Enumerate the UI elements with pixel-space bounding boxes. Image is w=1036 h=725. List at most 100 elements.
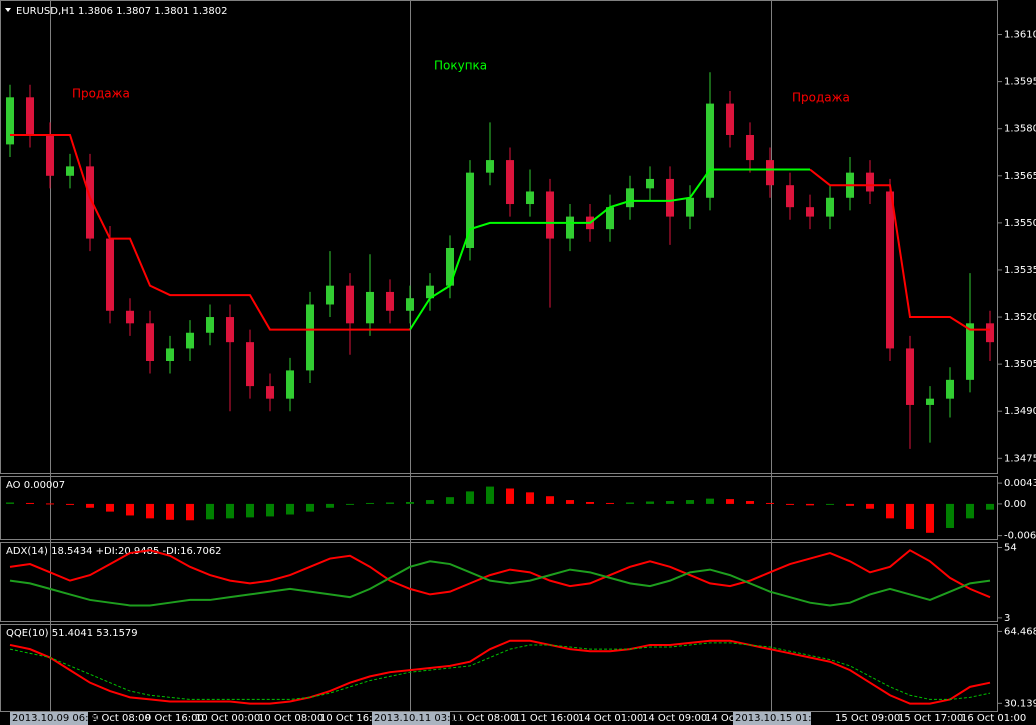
indicator-line	[10, 133, 990, 331]
ao-bar	[306, 503, 314, 512]
annotation: Покупка	[434, 59, 487, 73]
candle-body	[66, 166, 74, 176]
y-tick-label: 3	[1004, 613, 1010, 624]
candle-body	[46, 134, 54, 176]
candle-body	[706, 103, 714, 198]
ao-bar	[86, 503, 94, 508]
ao-bar	[786, 503, 794, 505]
candle-body	[606, 207, 614, 230]
candle-body	[6, 97, 14, 145]
ao-bar	[866, 503, 874, 509]
quote: 1.3806 1.3807 1.3801 1.3802	[78, 6, 228, 17]
y-tick-label: 0.00432	[1004, 478, 1036, 489]
candle-body	[286, 370, 294, 399]
y-tick-label: 1.3475	[1004, 453, 1036, 464]
ao-bar	[366, 502, 374, 504]
x-tick-label: 11 Oct 08:00	[451, 713, 516, 724]
panel-frame	[0, 476, 998, 540]
y-tick-label: 1.3580	[1004, 124, 1036, 135]
ao-bar	[926, 503, 934, 533]
candle-body	[666, 178, 674, 217]
x-tick-label: 14 Oct 01:00	[578, 713, 643, 724]
ao-bar	[286, 503, 294, 515]
cursor-label-bg	[733, 712, 811, 725]
candle-body	[766, 160, 774, 186]
ao-bar	[46, 503, 54, 505]
ao-bar	[246, 503, 254, 518]
ao-bar	[226, 503, 234, 519]
panel-frame	[0, 542, 998, 622]
candle-body	[246, 342, 254, 387]
y-tick-label: 30.1391	[1004, 698, 1036, 709]
ao-bar	[726, 499, 734, 504]
candle-body	[366, 291, 374, 324]
ao-bar	[126, 503, 134, 516]
indicator-line	[9, 639, 991, 705]
ao-bar	[666, 501, 674, 504]
ao-bar	[506, 488, 514, 504]
candle-body	[226, 317, 234, 343]
candle-body	[466, 172, 474, 248]
cursor-label: 2013.10.15 01:00	[735, 713, 824, 724]
ao-bar	[146, 503, 154, 519]
candle-body	[926, 398, 934, 405]
ao-bar	[586, 501, 594, 504]
candle-body	[266, 386, 274, 399]
y-tick-label: -0.00659	[1004, 531, 1036, 542]
indicator-line	[9, 549, 991, 599]
y-tick-label: 1.3550	[1004, 218, 1036, 229]
cursor-label: 2013.10.11 03:00	[374, 713, 463, 724]
candle-body	[826, 197, 834, 217]
ao-bar	[446, 497, 454, 504]
ao-bar	[386, 502, 394, 504]
cursor-label-bg	[10, 712, 88, 725]
candle-body	[446, 247, 454, 286]
ao-bar	[6, 502, 14, 504]
candle-body	[746, 134, 754, 161]
indicator-line	[9, 560, 991, 607]
candle-body	[866, 172, 874, 192]
x-tick-label: 9 Oct 16:00	[145, 713, 204, 724]
candle-body	[906, 348, 914, 405]
candle-body	[306, 304, 314, 371]
ao-bar	[706, 498, 714, 504]
ao-bar	[66, 503, 74, 505]
candle-body	[526, 191, 534, 205]
ao-bar	[526, 492, 534, 504]
x-tick-label: 14 Oct 09:00	[642, 713, 707, 724]
ao-bar	[346, 503, 354, 505]
candle-body	[546, 191, 554, 239]
y-tick-label: 1.3610	[1004, 30, 1036, 41]
ao-bar	[826, 503, 834, 505]
ao-bar	[546, 496, 554, 504]
y-tick-label: 1.3535	[1004, 265, 1036, 276]
ao-bar	[426, 500, 434, 504]
candle-body	[186, 332, 194, 349]
candle-body	[326, 285, 334, 305]
y-tick-label: 1.3565	[1004, 171, 1036, 182]
candle-body	[566, 216, 574, 239]
x-tick-label: 15 Oct 17:00	[898, 713, 963, 724]
x-tick-label: 16 Oct 01:00	[961, 713, 1026, 724]
x-tick-label: 10 Oct 00:00	[195, 713, 260, 724]
ao-bar	[966, 503, 974, 519]
candle-body	[166, 348, 174, 361]
candle-body	[966, 323, 974, 380]
ao-bar	[766, 502, 774, 504]
annotation: Продажа	[72, 87, 130, 101]
ao-bar	[26, 502, 34, 504]
menu-arrow	[5, 8, 11, 12]
candle-body	[26, 97, 34, 135]
ao-bar	[906, 503, 914, 529]
ao-bar	[106, 503, 114, 512]
y-tick-label: 1.3520	[1004, 312, 1036, 323]
ao-bar	[466, 491, 474, 504]
candle-body	[206, 317, 214, 333]
ao-bar	[806, 503, 814, 506]
ao-bar	[846, 503, 854, 506]
ao-bar	[626, 502, 634, 504]
ao-bar	[326, 503, 334, 508]
ao-bar	[186, 503, 194, 521]
x-tick-label: 11 Oct 16:00	[514, 713, 579, 724]
ao-bar	[406, 501, 414, 504]
